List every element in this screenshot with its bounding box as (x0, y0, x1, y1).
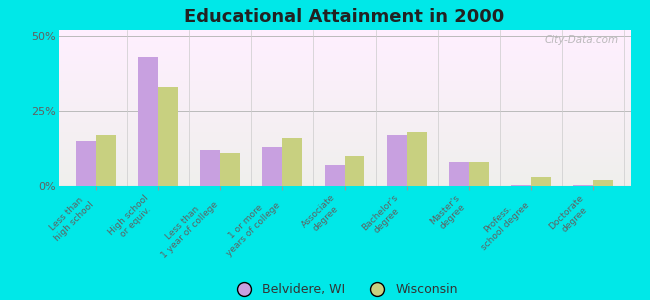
Bar (407, 132, 426, 186)
Bar (324, 165, 345, 186)
Bar (200, 150, 220, 186)
Legend: Belvidere, WI, Wisconsin: Belvidere, WI, Wisconsin (226, 278, 463, 300)
Title: Educational Attainment in 2000: Educational Attainment in 2000 (185, 8, 504, 26)
Bar (531, 177, 551, 186)
Bar (449, 162, 469, 186)
Bar (76, 141, 96, 186)
Bar (263, 147, 282, 186)
Bar (96, 135, 116, 186)
Bar (593, 180, 613, 186)
Bar (573, 184, 593, 186)
Text: City-Data.com: City-Data.com (545, 35, 619, 45)
Bar (282, 138, 302, 186)
Bar (158, 87, 178, 186)
Bar (220, 153, 240, 186)
Bar (138, 57, 158, 186)
Bar (344, 156, 365, 186)
Bar (387, 135, 407, 186)
Bar (511, 184, 531, 186)
Bar (469, 162, 489, 186)
